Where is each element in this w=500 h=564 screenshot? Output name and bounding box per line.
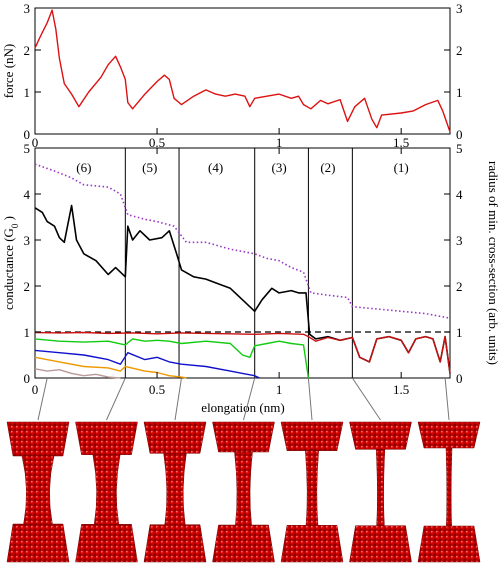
nanowire-snapshot: [75, 377, 138, 563]
nanowire-snapshots: [6, 377, 481, 563]
conductance-curve-radius: [34, 163, 451, 319]
force-plot-frame: [34, 7, 451, 135]
conductance-plot-frame: [34, 147, 451, 379]
conductance-x-tick-label: 1.5: [393, 382, 409, 397]
radius-y2-ticks: 0 1 2 3 4 5: [444, 141, 463, 386]
force-y-tick-label: 0: [24, 127, 31, 142]
electrode-bottom: [143, 524, 207, 563]
conductance-y-tick-label: 3: [24, 233, 31, 248]
snapshot-leader-line: [174, 377, 182, 421]
nanowire-neck: [305, 450, 319, 526]
conductance-top-x-tick-label: 0.5: [149, 135, 165, 150]
electrode-top: [212, 421, 275, 453]
nanowire-snapshot: [417, 377, 481, 563]
force-series-layer: [34, 9, 451, 133]
conductance-x-tick-label: 0: [32, 382, 39, 397]
conductance-top-x-tick-label: 0: [32, 135, 39, 150]
force-y2-tick-label: 0: [456, 127, 463, 142]
stage-label: (4): [208, 160, 223, 175]
nanowire-neck: [92, 454, 121, 525]
conductance-top-x-tick-label: 1.5: [393, 135, 409, 150]
radius-y2-tick-label: 3: [456, 233, 463, 248]
force-x-ticks: [34, 128, 402, 134]
nanowire-snapshot: [6, 377, 70, 563]
force-y2-ticks: 0 1 2 3: [444, 1, 463, 142]
stage-label: (3): [272, 160, 287, 175]
snapshot-leader-line: [243, 377, 256, 421]
elongation-x-axis-label: elongation (nm): [201, 400, 284, 415]
conductance-y-tick-label: 5: [24, 141, 31, 156]
electrode-bottom: [417, 525, 481, 563]
electrode-bottom: [280, 525, 344, 563]
electrode-top: [143, 421, 207, 454]
snapshot-leader-line: [351, 377, 381, 421]
conductance-y-tick-label: 0: [24, 371, 31, 386]
nanowire-neck: [445, 447, 453, 527]
radius-y2-axis-label: radius of min. cross-section (arb. units…: [486, 161, 500, 365]
conductance-curve-ch_red: [34, 331, 451, 374]
electrode-bottom: [212, 524, 275, 563]
conductance-y-axis-label: conductance (G0 ): [1, 216, 20, 310]
conductance-panel: 0 1 2 3 4 5 0 1 2 3 4 5 0 0.5 1 1.5 0 0.5 1 1.5 (6) (5) (4…: [1, 135, 500, 415]
force-y-axis-label: force (nN): [1, 44, 16, 99]
stage-labels: (6) (5) (4) (3) (2) (1): [76, 160, 409, 175]
nanowire-neck: [21, 455, 55, 525]
force-y-tick-label: 3: [24, 1, 31, 16]
stage-label: (5): [142, 160, 157, 175]
conductance-curve-ch_brown: [34, 368, 121, 379]
force-y2-tick-label: 2: [456, 43, 463, 58]
nanowire-snapshot: [212, 377, 275, 563]
electrode-top: [280, 421, 344, 451]
nanowire-neck: [234, 451, 253, 526]
conductance-curve-ch_green: [34, 338, 310, 379]
conductance-curve-ch_blue: [34, 349, 260, 379]
radius-y2-tick-label: 5: [456, 141, 463, 156]
conductance-curve-total: [34, 204, 451, 374]
stage-label: (6): [76, 160, 91, 175]
radius-y2-tick-label: 4: [456, 187, 463, 202]
conductance-top-x-ticks: 0 0.5 1 1.5: [32, 135, 409, 154]
conductance-x-tick-label: 0.5: [149, 382, 165, 397]
conductance-x-ticks: 0 0.5 1 1.5: [32, 372, 409, 397]
nanowire-snapshot: [143, 377, 207, 563]
snapshot-leader-line: [444, 377, 450, 421]
electrode-top: [349, 421, 412, 450]
radius-y2-tick-label: 2: [456, 279, 463, 294]
electrode-bottom: [75, 524, 138, 563]
nanowire-neck: [163, 453, 187, 525]
electrode-bottom: [6, 523, 70, 563]
force-panel: 0 1 2 3 0 1 2 3 force (nN): [1, 1, 463, 142]
force-y-ticks: 0 1 2 3: [24, 1, 41, 142]
force-curve: [34, 9, 451, 133]
conductance-top-x-tick-label: 1: [276, 135, 283, 150]
force-y2-tick-label: 1: [456, 85, 463, 100]
electrode-top: [417, 421, 481, 449]
conductance-curve-ch_orange: [34, 356, 187, 379]
snapshot-leader-line: [307, 377, 313, 421]
nanowire-neck: [375, 449, 386, 526]
force-y2-tick-label: 3: [456, 1, 463, 16]
electrode-bottom: [349, 525, 412, 563]
stage-label: (1): [394, 160, 409, 175]
conductance-y-ticks: 0 1 2 3 4 5: [24, 141, 41, 386]
radius-y2-tick-label: 0: [456, 371, 463, 386]
stage-label: (2): [320, 160, 335, 175]
force-y-tick-label: 2: [24, 43, 31, 58]
nanowire-snapshot: [349, 377, 412, 563]
electrode-top: [6, 421, 70, 457]
conductance-y-tick-label: 4: [24, 187, 31, 202]
radius-y2-tick-label: 1: [456, 325, 463, 340]
nanowire-snapshot: [280, 377, 344, 563]
conductance-y-tick-label: 2: [24, 279, 31, 294]
conductance-x-tick-label: 1: [276, 382, 283, 397]
conductance-y-tick-label: 1: [24, 325, 31, 340]
snapshot-leader-line: [37, 377, 48, 421]
conductance-series-layer: [34, 163, 451, 379]
snapshot-leader-line: [106, 377, 126, 421]
electrode-top: [75, 421, 138, 455]
force-y-tick-label: 1: [24, 85, 31, 100]
